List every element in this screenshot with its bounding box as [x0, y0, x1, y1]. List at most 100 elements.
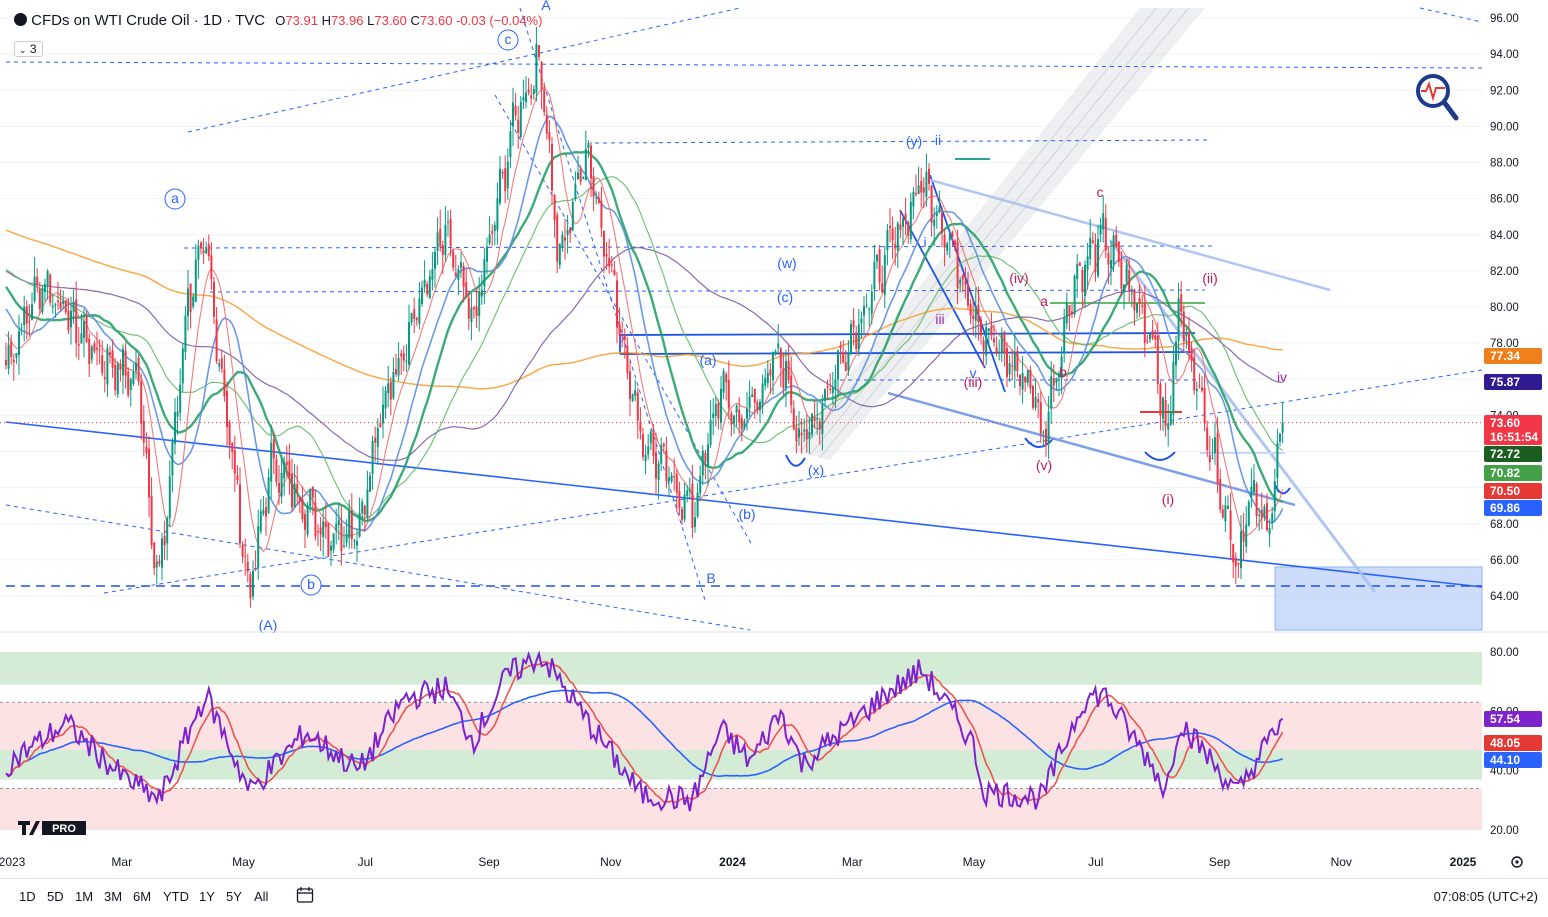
candle-body — [941, 212, 943, 234]
time-tick-label: 2025 — [1450, 855, 1477, 869]
candle-body — [993, 338, 995, 343]
chart-canvas[interactable]: AB(A)abc(a)(b)(c)(w)(x)(y) iiiv(i)(ii)(ii… — [0, 0, 1548, 880]
candle-body — [701, 450, 704, 476]
candle-body — [751, 394, 754, 397]
calendar-icon[interactable] — [296, 886, 314, 904]
candle-body — [1260, 509, 1263, 519]
timeframe-1y[interactable]: 1Y — [199, 889, 215, 904]
candle-body — [298, 496, 301, 502]
candle-body — [899, 224, 902, 230]
candle-body — [1190, 348, 1193, 361]
candle-body — [101, 355, 104, 374]
candle-body — [642, 434, 644, 457]
candle-body — [1011, 365, 1014, 367]
candle-body — [922, 187, 925, 193]
wave-label: v — [970, 365, 977, 381]
candle-body — [948, 233, 951, 241]
candle-body — [722, 371, 725, 393]
candle-body — [491, 231, 494, 234]
candle-body — [486, 246, 488, 262]
candle-body — [148, 448, 150, 498]
candle-body — [545, 114, 548, 134]
rsi-slow-ma-line — [5, 689, 1283, 778]
candle-body — [829, 388, 832, 390]
price-tick-label: 96.00 — [1490, 13, 1519, 25]
candle-body — [930, 186, 933, 223]
timeframe-all[interactable]: All — [254, 889, 269, 904]
candle-body — [226, 391, 228, 428]
candle-body — [943, 234, 946, 248]
candle-body — [982, 340, 985, 351]
candle-body — [753, 388, 756, 403]
candle-body — [1138, 297, 1141, 304]
candle-body — [350, 510, 353, 540]
candle-body — [252, 570, 254, 597]
candle-body — [727, 380, 730, 409]
timeframe-6m[interactable]: 6M — [133, 889, 152, 904]
candle-body — [460, 261, 462, 268]
candle-body — [38, 288, 41, 309]
candle-body — [1221, 509, 1224, 518]
candle-body — [122, 348, 124, 376]
price-tick-label: 90.00 — [1490, 121, 1519, 133]
ma-30-line — [5, 150, 1283, 523]
wave-label: (b) — [738, 506, 755, 522]
candle-body — [387, 383, 390, 394]
timeframe-ytd[interactable]: YTD — [163, 889, 189, 904]
wave-label: (v) — [1036, 457, 1052, 473]
symbol-title[interactable]: CFDs on WTI Crude Oil · 1D · TVC — [31, 12, 266, 29]
decline-trend-dashed-2 — [494, 94, 753, 546]
candle-body — [886, 229, 889, 251]
candle-body — [1102, 213, 1105, 230]
candle-body — [564, 237, 566, 241]
price-badge: 70.50 — [1490, 484, 1520, 498]
candle-body — [707, 444, 709, 467]
candle-body — [577, 172, 579, 180]
timeframe-1m[interactable]: 1M — [75, 889, 94, 904]
price-badge: 73.60 — [1490, 416, 1520, 430]
candle-body — [272, 439, 275, 459]
candle-body — [527, 89, 530, 93]
close-label: C — [410, 13, 420, 28]
candle-body — [634, 390, 637, 396]
price-tick-label: 88.00 — [1490, 158, 1519, 170]
candle-body — [509, 131, 512, 158]
candle-body — [1177, 298, 1180, 341]
candle-body — [980, 319, 982, 336]
timeframe-1d[interactable]: 1D — [19, 889, 36, 904]
candle-body — [1240, 531, 1242, 569]
candle-body — [1073, 275, 1076, 315]
rsi-badge-bg — [1484, 711, 1542, 727]
candle-body — [1234, 557, 1237, 567]
close-value: 73.60 — [419, 13, 453, 28]
candle-body — [852, 320, 855, 328]
candle-body — [1060, 356, 1063, 379]
candle-body — [1104, 218, 1107, 251]
candle-body — [626, 345, 629, 374]
timeframe-5y[interactable]: 5Y — [226, 889, 242, 904]
candle-body — [857, 324, 860, 350]
candle-body — [808, 432, 811, 440]
candle-body — [660, 445, 663, 464]
candle-body — [738, 409, 741, 423]
candle-body — [621, 340, 624, 342]
candle-body — [1193, 356, 1196, 391]
timeframe-3m[interactable]: 3M — [104, 889, 123, 904]
candle-body — [57, 300, 59, 303]
candle-body — [1206, 427, 1209, 450]
price-tick-label: 80.00 — [1490, 302, 1519, 314]
price-badge-bg — [1484, 415, 1542, 431]
timeframe-5d[interactable]: 5D — [47, 889, 64, 904]
candle-body — [246, 562, 249, 572]
indicators-toggle[interactable]: ⌄ 3 — [14, 41, 43, 57]
candle-body — [317, 531, 319, 533]
candle-body — [293, 483, 296, 508]
time-tick-label: Jul — [1088, 855, 1103, 869]
high-value: 73.96 — [330, 13, 364, 28]
high-label: H — [321, 13, 331, 28]
candle-body — [384, 390, 387, 409]
open-value: 73.91 — [285, 13, 318, 28]
clock-readout[interactable]: 07:08:05 (UTC+2) — [1433, 889, 1538, 904]
time-tick-label: Jul — [358, 855, 373, 869]
candle-body — [241, 545, 244, 557]
